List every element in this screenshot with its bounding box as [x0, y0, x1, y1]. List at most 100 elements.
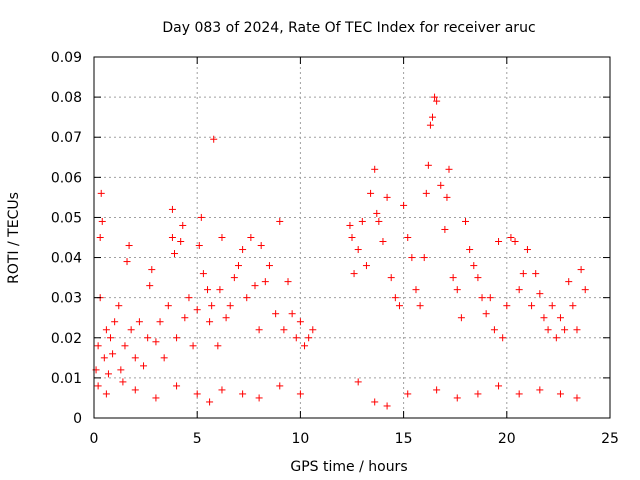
- data-point: [420, 254, 428, 262]
- data-point: [261, 278, 269, 286]
- data-point: [181, 314, 189, 322]
- data-point: [581, 286, 589, 294]
- data-point: [156, 318, 164, 326]
- data-point: [296, 390, 304, 398]
- y-tick-label: 0.04: [51, 251, 82, 267]
- data-point: [117, 366, 125, 374]
- data-point: [100, 354, 108, 362]
- x-tick-label: 5: [193, 431, 202, 447]
- data-point: [379, 238, 387, 246]
- data-point: [431, 93, 439, 101]
- data-point: [478, 294, 486, 302]
- y-axis-label: ROTI / TECUs: [6, 192, 22, 284]
- x-tick-label: 25: [601, 431, 619, 447]
- data-point: [102, 326, 110, 334]
- data-point: [243, 294, 251, 302]
- data-point: [127, 326, 135, 334]
- plot-frame: [93, 56, 611, 419]
- x-tick-label: 20: [498, 431, 516, 447]
- data-point: [115, 302, 123, 310]
- data-point: [276, 382, 284, 390]
- data-point: [503, 302, 511, 310]
- data-point: [561, 326, 569, 334]
- data-point: [193, 390, 201, 398]
- data-point: [556, 314, 564, 322]
- data-point: [97, 189, 105, 197]
- data-point: [185, 294, 193, 302]
- y-tick-label: 0.01: [51, 371, 82, 387]
- data-point: [144, 334, 152, 342]
- data-point: [457, 314, 465, 322]
- data-point: [383, 193, 391, 201]
- data-point: [204, 286, 212, 294]
- data-point: [173, 334, 181, 342]
- data-point: [216, 286, 224, 294]
- data-point: [109, 350, 117, 358]
- data-point: [495, 382, 503, 390]
- data-point: [426, 121, 434, 129]
- y-tick-label: 0.07: [51, 130, 82, 146]
- y-tick-label: 0.06: [51, 170, 82, 186]
- data-point: [532, 270, 540, 278]
- data-point: [445, 165, 453, 173]
- data-point: [301, 342, 309, 350]
- data-point: [247, 234, 255, 241]
- data-points: [92, 93, 589, 410]
- data-point: [222, 314, 230, 322]
- data-point: [102, 390, 110, 398]
- data-point: [206, 398, 214, 406]
- data-point: [272, 310, 280, 318]
- data-point: [400, 201, 408, 209]
- y-tick-label: 0.03: [51, 291, 82, 307]
- data-point: [230, 274, 238, 282]
- data-point: [371, 398, 379, 406]
- data-point: [470, 262, 478, 270]
- data-point: [507, 234, 515, 241]
- data-point: [189, 342, 197, 350]
- data-point: [309, 326, 317, 334]
- data-point: [354, 246, 362, 254]
- data-point: [292, 334, 300, 342]
- data-point: [515, 390, 523, 398]
- data-point: [573, 394, 581, 402]
- data-point: [511, 238, 519, 246]
- data-point: [195, 242, 203, 250]
- data-point: [284, 278, 292, 286]
- data-point: [276, 217, 284, 225]
- data-point: [146, 282, 154, 290]
- data-point: [152, 394, 160, 402]
- y-tick-label: 0.08: [51, 90, 82, 106]
- data-point: [346, 221, 354, 229]
- data-point: [474, 274, 482, 282]
- data-point: [251, 282, 259, 290]
- data-point: [412, 286, 420, 294]
- x-tick-label: 0: [90, 431, 99, 447]
- data-point: [495, 238, 503, 246]
- x-axis-label: GPS time / hours: [290, 459, 407, 475]
- data-point: [536, 290, 544, 298]
- data-point: [226, 302, 234, 310]
- data-point: [164, 302, 172, 310]
- data-point: [218, 234, 226, 241]
- chart-title: Day 083 of 2024, Rate Of TEC Index for r…: [162, 20, 535, 36]
- data-point: [206, 318, 214, 326]
- data-point: [573, 326, 581, 334]
- data-point: [482, 310, 490, 318]
- data-point: [354, 378, 362, 386]
- data-point: [168, 234, 176, 241]
- data-point: [556, 390, 564, 398]
- data-point: [288, 310, 296, 318]
- axis-ticks: 0 0.01 0.02 0.03 0.04 0.05 0.06 0.07 0.08 0.09 0 5 1…: [51, 50, 619, 447]
- y-tick-label: 0.09: [51, 50, 82, 66]
- data-point: [416, 302, 424, 310]
- data-point: [305, 334, 313, 342]
- data-point: [433, 97, 441, 105]
- data-point: [131, 354, 139, 362]
- data-point: [362, 262, 370, 270]
- data-point: [536, 386, 544, 394]
- data-point: [296, 318, 304, 326]
- data-point: [371, 165, 379, 173]
- data-point: [548, 302, 556, 310]
- data-point: [373, 209, 381, 217]
